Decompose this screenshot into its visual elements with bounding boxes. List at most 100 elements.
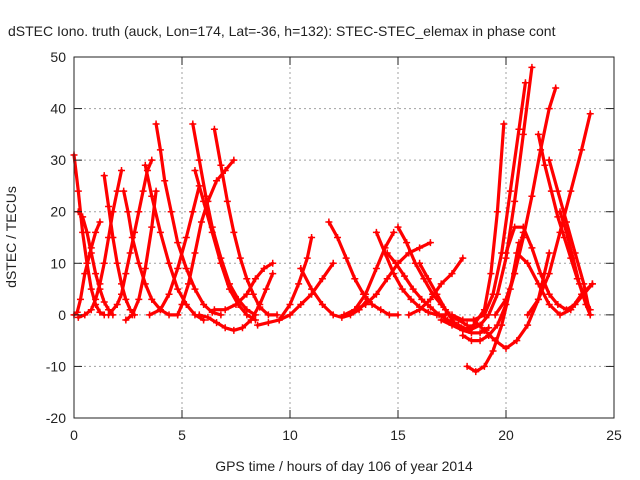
data-point — [79, 213, 87, 221]
data-point — [217, 259, 225, 267]
data-point — [135, 295, 143, 303]
y-tick-label: 40 — [50, 101, 66, 117]
x-axis-label: GPS time / hours of day 106 of year 2014 — [215, 458, 473, 474]
data-point — [152, 187, 160, 195]
series-14 — [191, 166, 259, 324]
data-point — [454, 321, 462, 329]
data-point — [472, 368, 480, 376]
y-tick-label: 20 — [50, 204, 66, 220]
data-point — [135, 259, 143, 267]
data-point — [435, 311, 443, 319]
data-point — [383, 275, 391, 283]
data-point — [105, 311, 113, 319]
y-tick-label: 30 — [50, 152, 66, 168]
series-16 — [195, 270, 277, 334]
data-point — [394, 311, 402, 319]
data-point — [275, 316, 283, 324]
series-15 — [210, 125, 281, 319]
x-tick-label: 15 — [390, 427, 406, 443]
data-point — [243, 311, 251, 319]
data-point — [513, 337, 521, 345]
data-point — [135, 208, 143, 216]
data-point — [105, 203, 113, 211]
data-point — [465, 326, 473, 334]
data-point — [182, 264, 190, 272]
data-point — [191, 285, 199, 293]
data-point — [113, 187, 121, 195]
data-point — [189, 208, 197, 216]
data-point — [554, 301, 562, 309]
data-point — [476, 329, 484, 337]
data-point — [87, 249, 95, 257]
series-line — [143, 163, 206, 322]
series-line — [76, 168, 124, 319]
data-point — [118, 290, 126, 298]
data-point — [586, 311, 594, 319]
data-point — [251, 275, 259, 283]
series-34 — [470, 249, 553, 352]
series-3 — [74, 208, 117, 319]
data-point — [476, 337, 484, 345]
data-point — [448, 270, 456, 278]
grid — [74, 57, 614, 418]
data-point — [100, 259, 108, 267]
y-tick-label: 50 — [50, 49, 66, 65]
data-point — [100, 172, 108, 180]
data-point — [519, 130, 527, 138]
data-point — [416, 259, 424, 267]
data-point — [545, 105, 553, 113]
data-point — [126, 306, 134, 314]
series-39 — [545, 156, 594, 319]
data-point — [400, 272, 408, 280]
data-point — [262, 285, 270, 293]
data-point — [295, 280, 303, 288]
y-tick-label: -10 — [46, 358, 66, 374]
data-point — [569, 254, 577, 262]
data-point — [243, 290, 251, 298]
data-point — [254, 321, 262, 329]
data-point — [122, 295, 130, 303]
data-point — [545, 156, 553, 164]
data-point — [81, 311, 89, 319]
data-point — [96, 308, 104, 316]
data-point — [195, 156, 203, 164]
data-point — [582, 301, 590, 309]
data-point — [467, 337, 475, 345]
data-point — [83, 228, 91, 236]
data-point — [210, 125, 218, 133]
data-point — [124, 208, 132, 216]
data-point — [230, 228, 238, 236]
data-point — [500, 120, 508, 128]
data-point — [232, 301, 240, 309]
series-41 — [556, 208, 594, 319]
data-point — [118, 166, 126, 174]
series-line — [327, 220, 400, 317]
data-point — [260, 264, 268, 272]
data-point — [156, 228, 164, 236]
data-point — [340, 311, 348, 319]
data-point — [480, 326, 488, 334]
data-point — [534, 295, 542, 303]
data-point — [521, 79, 529, 87]
data-point — [511, 197, 519, 205]
data-point — [174, 311, 182, 319]
data-point — [165, 259, 173, 267]
series-line — [547, 158, 592, 317]
data-point — [152, 120, 160, 128]
data-point — [264, 319, 272, 327]
data-point — [470, 316, 478, 324]
data-point — [113, 259, 121, 267]
data-point — [167, 208, 175, 216]
series-line — [148, 184, 201, 317]
data-point — [556, 228, 564, 236]
series-8 — [122, 187, 160, 324]
data-point — [506, 187, 514, 195]
data-point — [141, 264, 149, 272]
data-point — [334, 234, 342, 241]
data-point — [513, 249, 521, 257]
data-point — [498, 321, 506, 329]
data-point — [191, 249, 199, 257]
data-point — [128, 234, 136, 241]
data-point — [178, 301, 186, 309]
data-point — [588, 280, 596, 288]
